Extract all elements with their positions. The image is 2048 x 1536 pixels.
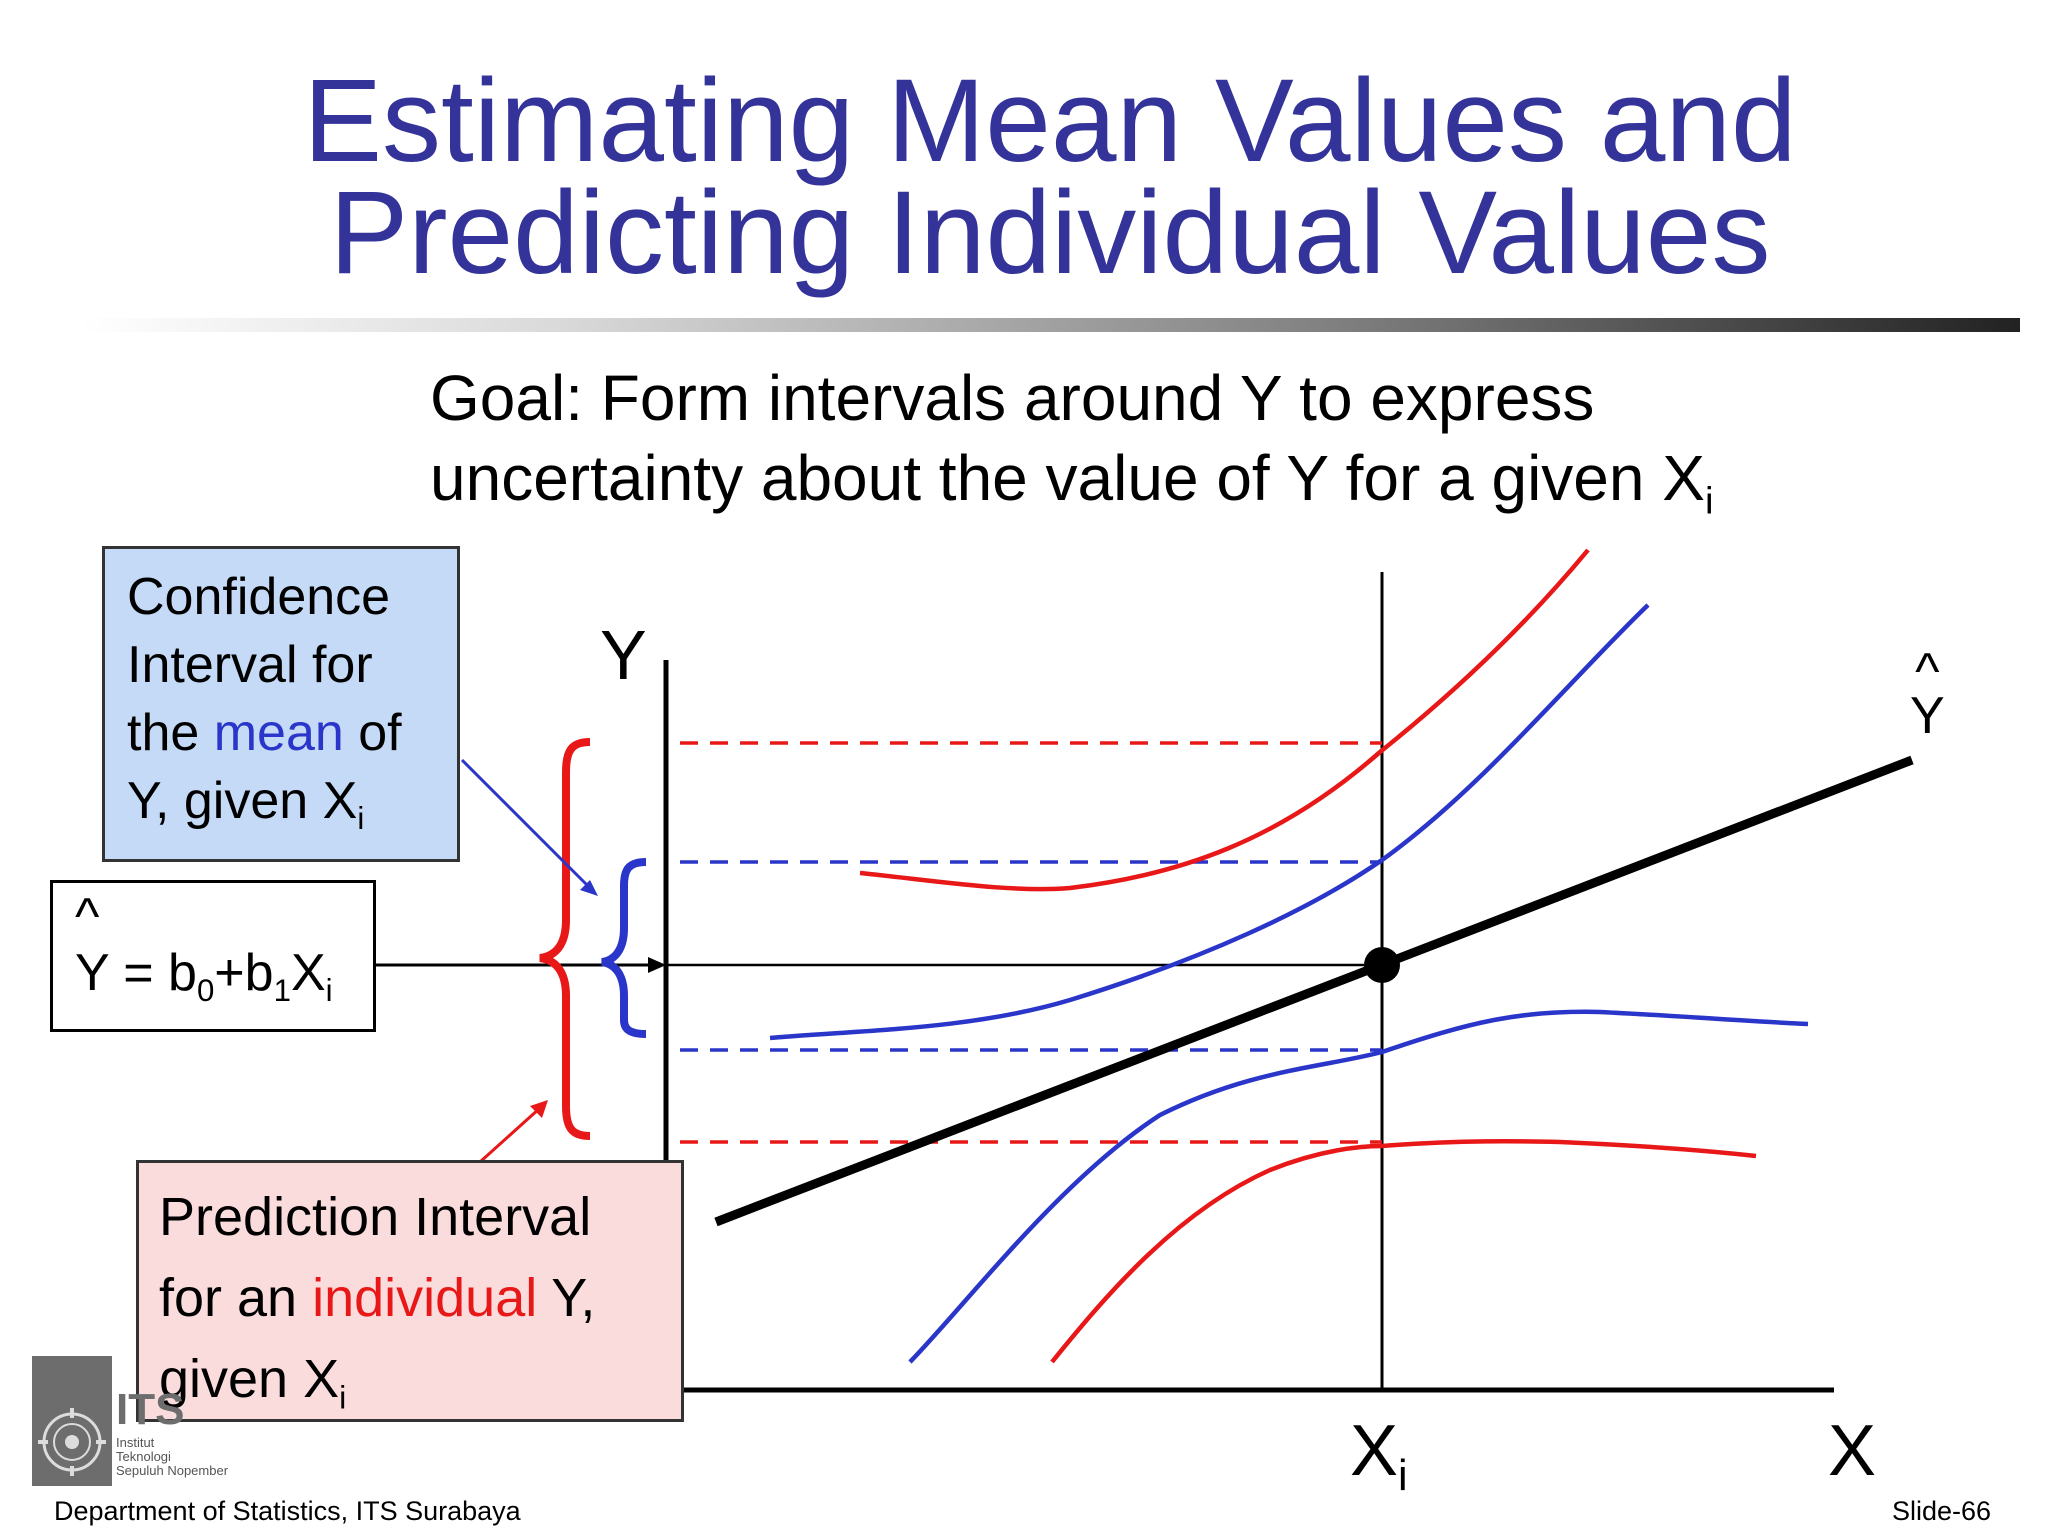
pi-xi-subscript: i (339, 1379, 347, 1416)
yhat-y: Y (1910, 687, 1945, 745)
lower-prediction-curve (1050, 1138, 1757, 1364)
y-axis-label: Y (600, 616, 647, 694)
pi-line-2-pre: for an (159, 1268, 313, 1328)
equation-plus-b: +b (214, 944, 274, 1002)
ci-line-3: the mean of (127, 699, 457, 767)
goal-text: Goal: Form intervals around Y to express… (430, 358, 1713, 520)
equation-y: Y = b (75, 944, 197, 1002)
goal-line-2: uncertainty about the value of Y for a g… (430, 438, 1713, 520)
goal-xi-subscript: i (1704, 479, 1714, 523)
xi-label-subscript: i (1398, 1452, 1408, 1501)
confidence-brace (601, 858, 647, 1038)
its-logo-line-3: Sepuluh Nopember (116, 1463, 229, 1478)
ci-xi-subscript: i (357, 800, 365, 836)
confidence-pointer-head (580, 880, 598, 896)
ci-line-3-post: of (343, 704, 402, 762)
regression-line (714, 755, 1914, 1227)
ci-line-4: Y, given Xi (127, 767, 457, 835)
equation-x: X (290, 944, 326, 1002)
ci-line-2: Interval for (127, 636, 373, 694)
its-logo-text: ITS (116, 1385, 185, 1434)
prediction-interval-callout: Prediction Interval for an individual Y,… (136, 1160, 684, 1422)
goal-line-2-text: uncertainty about the value of Y for a g… (430, 442, 1705, 514)
lower-confidence-curve (908, 1009, 1809, 1364)
title-divider (80, 318, 2020, 332)
ci-line-4-text: Y, given X (127, 772, 358, 830)
x-axis-label: X (1828, 1411, 1877, 1491)
equation-arrowhead (648, 957, 666, 973)
its-logo-line-2: Teknologi (116, 1449, 171, 1464)
equation-xi-subscript: i (325, 972, 333, 1008)
equation-hat: ^ (75, 888, 100, 946)
footer-slide-number: Slide-66 (1892, 1496, 1992, 1526)
its-logo-graphic (32, 1356, 112, 1486)
pi-line-3-text: given X (159, 1349, 340, 1409)
confidence-interval-callout: Confidence Interval for the mean of Y, g… (102, 546, 460, 862)
pi-line-2: for an individual Y, (159, 1258, 681, 1339)
footer-department: Department of Statistics, ITS Surabaya (54, 1496, 521, 1526)
regression-equation-box: ^ Y = b0+b1Xi (50, 880, 376, 1032)
confidence-pointer-line (460, 758, 592, 890)
ci-line-1: Confidence (127, 568, 391, 626)
its-logo: ITS Institut Teknologi Sepuluh Nopember (32, 1356, 252, 1486)
predicted-point (1364, 947, 1400, 983)
pi-line-3: given Xi (159, 1339, 681, 1420)
xi-label-text: X (1350, 1411, 1399, 1491)
slide-title: Estimating Mean Values and Predicting In… (0, 55, 2048, 299)
title-line-2: Predicting Individual Values (329, 167, 1771, 299)
xi-axis-label: Xi (1350, 1410, 1408, 1498)
yhat-line-label: ^ Y (1910, 643, 1945, 745)
its-logo-line-1: Institut (116, 1435, 155, 1450)
regression-equation: Y = b0+b1Xi (75, 943, 333, 1006)
pi-line-2-post: Y, (537, 1268, 596, 1328)
yhat-hat: ^ (1915, 643, 1940, 701)
pi-individual-word: individual (312, 1268, 538, 1328)
pi-line-1: Prediction Interval (159, 1187, 592, 1247)
ci-line-3-pre: the (127, 704, 214, 762)
prediction-brace (539, 738, 591, 1140)
equation-b1-subscript: 1 (273, 972, 291, 1008)
upper-prediction-curve (859, 548, 1590, 892)
equation-b0-subscript: 0 (196, 972, 215, 1008)
goal-line-1: Goal: Form intervals around Y to express (430, 362, 1595, 434)
its-logo-caption: Institut Teknologi Sepuluh Nopember (116, 1436, 228, 1478)
upper-confidence-curve (769, 603, 1650, 1041)
prediction-pointer-line (478, 1106, 542, 1164)
ci-mean-word: mean (213, 704, 344, 762)
prediction-pointer-head (530, 1100, 548, 1118)
title-line-1: Estimating Mean Values and (303, 55, 1797, 187)
